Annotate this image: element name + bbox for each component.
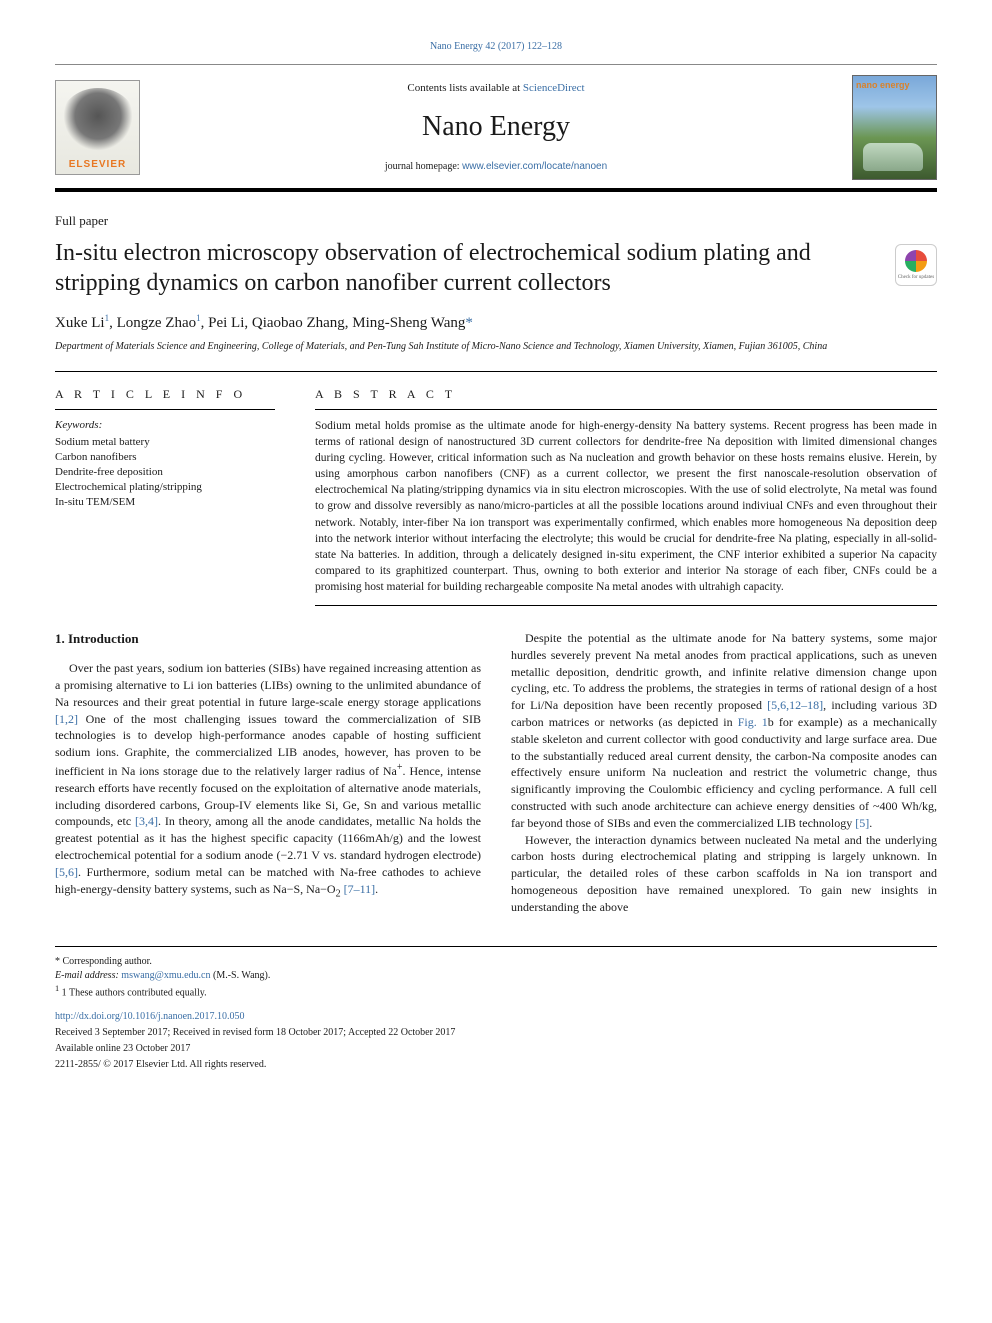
page-container: Nano Energy 42 (2017) 122–128 ELSEVIER C… [0,0,992,1102]
author-list: Xuke Li1, Longze Zhao1, Pei Li, Qiaobao … [55,312,937,334]
article-info-label: A R T I C L E I N F O [55,386,275,403]
article-type: Full paper [55,212,937,230]
section-1-heading: 1. Introduction [55,630,481,648]
email-suffix: (M.-S. Wang). [211,970,271,981]
body-two-column: 1. Introduction Over the past years, sod… [55,630,937,916]
body-paragraph: Over the past years, sodium ion batterie… [55,660,481,901]
doi-link[interactable]: http://dx.doi.org/10.1016/j.nanoen.2017.… [55,1010,937,1024]
page-footer: * Corresponding author. E-mail address: … [55,946,937,1072]
elsevier-wordmark: ELSEVIER [69,158,126,172]
info-rule [55,409,275,410]
crossmark-circle-icon [905,250,927,272]
available-online: Available online 23 October 2017 [55,1042,937,1056]
journal-cover-thumbnail: nano energy [852,75,937,180]
journal-header-banner: ELSEVIER Contents lists available at Sci… [55,64,937,192]
email-link[interactable]: mswang@xmu.edu.cn [121,970,210,981]
email-label: E-mail address: [55,970,121,981]
keyword-item: Carbon nanofibers [55,450,275,465]
body-paragraph: Despite the potential as the ultimate an… [511,630,937,832]
keyword-item: Dendrite-free deposition [55,465,275,480]
article-title: In-situ electron microscopy observation … [55,238,875,298]
crossmark-caption: Check for updates [898,274,934,281]
journal-name: Nano Energy [155,107,837,146]
cover-title: nano energy [856,79,910,92]
crossmark-badge[interactable]: Check for updates [895,244,937,286]
email-line: E-mail address: mswang@xmu.edu.cn (M.-S.… [55,969,937,983]
elsevier-tree-icon [59,88,137,158]
sciencedirect-link[interactable]: ScienceDirect [523,82,585,94]
article-meta-section: A R T I C L E I N F O Keywords: Sodium m… [55,371,937,606]
abstract-label: A B S T R A C T [315,386,937,403]
contents-prefix: Contents lists available at [407,82,522,94]
abstract-top-rule [315,409,937,410]
body-column-right: Despite the potential as the ultimate an… [511,630,937,916]
keyword-item: Electrochemical plating/stripping [55,480,275,495]
elsevier-logo: ELSEVIER [55,80,140,175]
affiliation: Department of Materials Science and Engi… [55,340,937,353]
corresponding-author-note: * Corresponding author. [55,955,937,969]
article-info-column: A R T I C L E I N F O Keywords: Sodium m… [55,386,275,606]
body-column-left: 1. Introduction Over the past years, sod… [55,630,481,916]
title-row: In-situ electron microscopy observation … [55,238,937,298]
equal-contribution-note: 1 1 These authors contributed equally. [55,983,937,1000]
homepage-line: journal homepage: www.elsevier.com/locat… [155,160,837,174]
homepage-prefix: journal homepage: [385,161,462,172]
contents-available-line: Contents lists available at ScienceDirec… [155,81,837,96]
keywords-list: Sodium metal battery Carbon nanofibers D… [55,435,275,509]
body-paragraph: However, the interaction dynamics betwee… [511,832,937,916]
issn-copyright: 2211-2855/ © 2017 Elsevier Ltd. All righ… [55,1058,937,1072]
keyword-item: In-situ TEM/SEM [55,495,275,510]
journal-reference: Nano Energy 42 (2017) 122–128 [55,40,937,54]
keywords-label: Keywords: [55,418,275,433]
abstract-bottom-rule [315,605,937,606]
abstract-text: Sodium metal holds promise as the ultima… [315,418,937,595]
homepage-url-link[interactable]: www.elsevier.com/locate/nanoen [462,161,607,172]
abstract-column: A B S T R A C T Sodium metal holds promi… [315,386,937,606]
received-dates: Received 3 September 2017; Received in r… [55,1026,937,1040]
banner-center: Contents lists available at ScienceDirec… [155,81,837,174]
equal-text: 1 These authors contributed equally. [62,987,207,998]
keyword-item: Sodium metal battery [55,435,275,450]
cover-art-icon [863,143,923,171]
